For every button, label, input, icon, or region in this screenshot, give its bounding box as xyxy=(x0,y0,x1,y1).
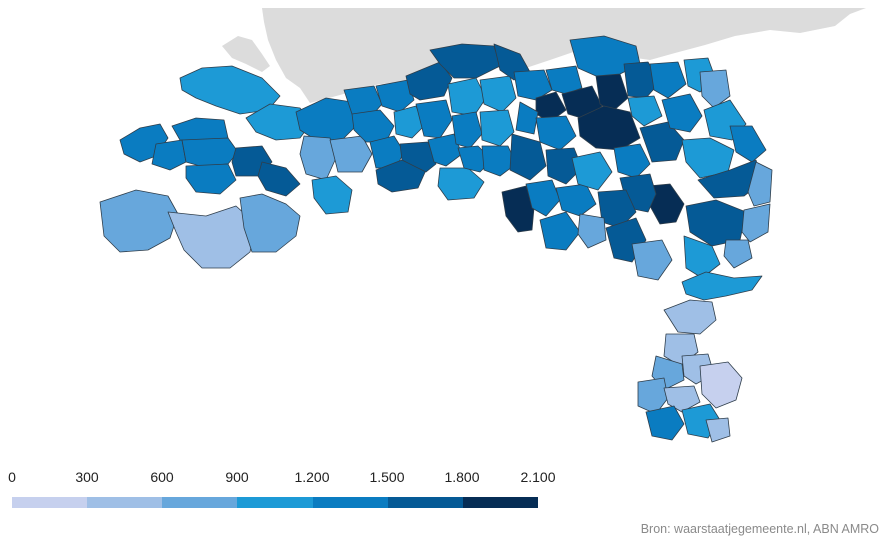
map-region xyxy=(181,137,239,167)
legend-labels: 0 300 600 900 1.200 1.500 1.800 2.100 xyxy=(0,469,560,487)
map-region xyxy=(295,97,357,143)
map-region xyxy=(741,203,771,243)
legend-swatch xyxy=(462,497,538,508)
map-region xyxy=(369,135,405,169)
legend-swatch xyxy=(162,497,238,508)
map-region xyxy=(257,161,301,197)
map-region xyxy=(685,199,747,247)
map-region xyxy=(627,95,663,127)
map-region xyxy=(509,133,547,181)
source-note: Bron: waarstaatjegemeente.nl, ABN AMRO xyxy=(640,522,879,536)
map-region xyxy=(631,239,673,281)
map-region xyxy=(399,141,437,173)
legend-tick-label: 1.200 xyxy=(294,469,330,485)
map-region xyxy=(723,239,753,269)
map-region xyxy=(525,179,561,217)
map-region xyxy=(663,385,701,413)
map-region xyxy=(663,299,717,335)
map-region xyxy=(649,61,687,99)
legend-swatch xyxy=(312,497,388,508)
map-region xyxy=(661,93,703,133)
map-region xyxy=(705,417,731,443)
map-region xyxy=(699,361,743,409)
map-region xyxy=(571,151,613,191)
map-region xyxy=(699,69,731,109)
map-region xyxy=(747,161,773,207)
map-region xyxy=(167,205,257,269)
map-region xyxy=(539,211,581,251)
map-region xyxy=(555,183,597,217)
legend-swatch xyxy=(87,497,163,508)
map-region xyxy=(535,115,577,151)
legend-tick-label: 300 xyxy=(75,469,99,485)
map-region xyxy=(481,145,517,177)
map-region xyxy=(479,75,517,113)
map-region xyxy=(99,189,179,253)
map-region xyxy=(375,79,415,113)
map-region xyxy=(637,377,669,415)
neighbouring-land-island xyxy=(222,36,270,72)
map-region xyxy=(151,139,187,171)
map-region xyxy=(545,147,583,185)
map-region xyxy=(329,135,373,173)
map-region xyxy=(577,213,607,249)
map-region xyxy=(513,69,553,101)
legend-tick-label: 2.100 xyxy=(520,469,556,485)
map-region xyxy=(577,105,641,151)
map-region xyxy=(597,189,637,229)
legend-tick-label: 1.800 xyxy=(444,469,480,485)
legend-color-scale xyxy=(12,497,538,508)
map-region xyxy=(639,121,685,163)
legend-tick-label: 1.500 xyxy=(369,469,405,485)
map-region xyxy=(429,43,501,79)
map-region xyxy=(239,193,301,253)
map-region xyxy=(613,143,651,179)
legend-swatch xyxy=(12,497,88,508)
legend-tick-label: 0 xyxy=(8,469,16,485)
map-region xyxy=(515,101,539,135)
legend-swatch xyxy=(237,497,313,508)
map-region xyxy=(185,163,237,195)
legend-tick-label: 900 xyxy=(225,469,249,485)
map-region xyxy=(447,77,487,117)
map-region xyxy=(437,167,485,201)
map-region xyxy=(393,105,425,139)
map-region xyxy=(729,125,767,163)
map-region xyxy=(451,111,483,149)
legend-tick-label: 600 xyxy=(150,469,174,485)
map-region xyxy=(645,405,685,441)
map-region xyxy=(311,175,353,215)
map-region xyxy=(415,99,453,139)
map-region xyxy=(501,185,535,233)
legend-swatch xyxy=(387,497,463,508)
map-region xyxy=(427,133,463,167)
map-region xyxy=(681,271,763,301)
map-region xyxy=(479,109,515,147)
map-region xyxy=(683,235,721,279)
